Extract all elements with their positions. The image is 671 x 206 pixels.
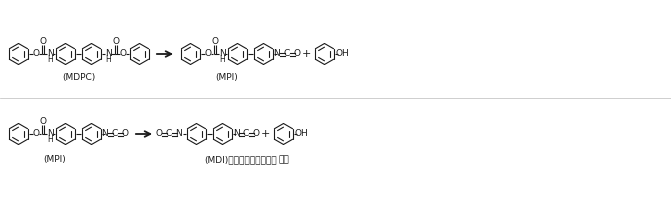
Text: (MPI): (MPI): [44, 154, 66, 163]
Text: O: O: [205, 48, 211, 57]
Text: N: N: [219, 48, 225, 57]
Text: O: O: [211, 37, 218, 46]
Text: C: C: [243, 128, 249, 137]
Text: H: H: [47, 54, 53, 63]
Text: O: O: [293, 49, 301, 58]
Text: O: O: [252, 128, 260, 137]
Text: (MDPC): (MDPC): [62, 73, 96, 82]
Text: O: O: [32, 128, 40, 137]
Text: N: N: [105, 48, 111, 57]
Text: N: N: [101, 128, 109, 137]
Text: N: N: [233, 128, 240, 137]
Text: (MPI): (MPI): [215, 73, 238, 82]
Text: O: O: [119, 48, 127, 57]
Text: +: +: [260, 128, 270, 138]
Text: O: O: [39, 37, 46, 46]
Text: C: C: [112, 128, 118, 137]
Text: N: N: [176, 128, 183, 137]
Text: H: H: [105, 54, 111, 63]
Text: (MDI)二苯甲烷二异氰酸酯: (MDI)二苯甲烷二异氰酸酯: [205, 154, 277, 163]
Text: 苯酯: 苯酯: [278, 154, 289, 163]
Text: OH: OH: [335, 49, 349, 58]
Text: C: C: [284, 49, 290, 58]
Text: OH: OH: [294, 128, 308, 137]
Text: N: N: [46, 128, 54, 137]
Text: O: O: [121, 128, 129, 137]
Text: N: N: [46, 48, 54, 57]
Text: O: O: [32, 48, 40, 57]
Text: N: N: [274, 49, 280, 58]
Text: +: +: [301, 49, 311, 59]
Text: C: C: [166, 128, 172, 137]
Text: O: O: [112, 37, 119, 46]
Text: H: H: [47, 134, 53, 143]
Text: H: H: [219, 54, 225, 63]
Text: O: O: [156, 128, 162, 137]
Text: O: O: [39, 117, 46, 126]
